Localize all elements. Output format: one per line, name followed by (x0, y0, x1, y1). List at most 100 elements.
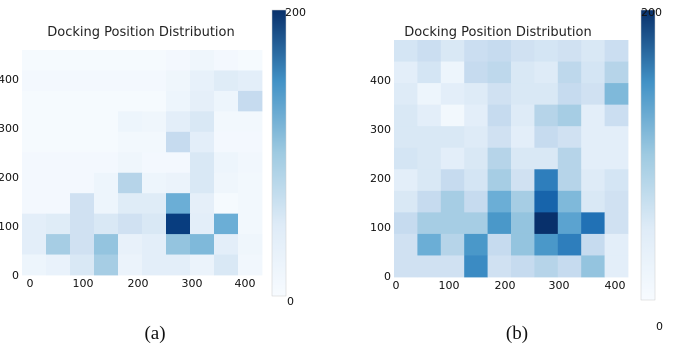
heatmap-cell (464, 40, 488, 62)
heatmap-cell (166, 152, 191, 174)
heatmap-cell (94, 234, 119, 255)
heatmap-cell (534, 83, 559, 106)
heatmap-cell (70, 193, 95, 215)
heatmap-cell (534, 233, 559, 256)
heatmap-cells-b (394, 40, 629, 278)
heatmap-cell (604, 233, 629, 256)
heatmap-cell (417, 212, 442, 235)
heatmap-cell (511, 61, 535, 84)
heatmap-cell (118, 234, 143, 255)
heatmap-cell (464, 212, 488, 235)
chart-title-a: Docking Position Distribution (47, 25, 234, 40)
heatmap-cell (440, 126, 465, 149)
heatmap-cell (70, 111, 95, 133)
heatmap-cell (118, 254, 143, 276)
heatmap-cell (511, 190, 535, 213)
heatmap-cell (190, 70, 215, 92)
heatmap-cell (534, 190, 559, 213)
heatmap-cell (238, 50, 263, 71)
heatmap-a: Docking Position Distribution 0 100 200 300… (0, 6, 306, 308)
heatmap-cell (581, 212, 605, 235)
heatmap-cell (70, 50, 95, 71)
heatmap-cell (440, 212, 465, 235)
heatmap-cells-a (22, 50, 263, 276)
heatmap-cell (22, 50, 47, 71)
heatmap-cell (238, 90, 263, 112)
heatmap-cell (557, 169, 582, 192)
heatmap-cell (511, 147, 535, 170)
y-tick-label: 200 (370, 172, 391, 185)
heatmap-cell (118, 213, 143, 235)
heatmap-cell (190, 172, 215, 194)
heatmap-cell (604, 40, 629, 62)
heatmap-cell (70, 172, 95, 194)
heatmap-cell (487, 104, 512, 127)
heatmap-cell (46, 70, 71, 92)
heatmap-cell (417, 169, 442, 192)
heatmap-cell (534, 40, 559, 62)
heatmap-cell (214, 213, 239, 235)
heatmap-cell (166, 254, 191, 276)
heatmap-cell (238, 234, 263, 255)
heatmap-cell (118, 111, 143, 133)
heatmap-cell (487, 169, 512, 192)
heatmap-cell (440, 255, 465, 278)
heatmap-cell (440, 169, 465, 192)
heatmap-cell (190, 193, 215, 215)
heatmap-cell (440, 40, 465, 62)
y-ticks-a: 0 100 200 300 400 (0, 73, 19, 282)
heatmap-cell (214, 172, 239, 194)
heatmap-cell (440, 190, 465, 213)
heatmap-cell (487, 212, 512, 235)
x-tick-label: 200 (128, 277, 149, 290)
heatmap-cell (534, 104, 559, 127)
heatmap-cell (70, 131, 95, 153)
heatmap-cell (487, 126, 512, 149)
heatmap-cell (118, 131, 143, 153)
heatmap-cell (166, 172, 191, 194)
heatmap-cell (142, 193, 167, 215)
heatmap-cell (464, 104, 488, 127)
caption-a: (a) (144, 323, 166, 344)
heatmap-cell (142, 111, 167, 133)
heatmap-cell (464, 126, 488, 149)
heatmap-cell (511, 40, 535, 62)
heatmap-cell (118, 172, 143, 194)
heatmap-cell (511, 233, 535, 256)
heatmap-cell (417, 61, 442, 84)
heatmap-cell (118, 70, 143, 92)
heatmap-cell (440, 61, 465, 84)
heatmap-cell (487, 233, 512, 256)
colorbar-max-label-b: 200 (641, 6, 662, 19)
heatmap-cell (581, 126, 605, 149)
heatmap-cell (118, 152, 143, 174)
heatmap-cell (22, 70, 47, 92)
heatmap-cell (394, 169, 418, 192)
heatmap-cell (142, 131, 167, 153)
heatmap-cell (142, 254, 167, 276)
chart-title-b: Docking Position Distribution (404, 25, 591, 40)
heatmap-cell (22, 131, 47, 153)
heatmap-cell (487, 61, 512, 84)
heatmap-cell (394, 104, 418, 127)
heatmap-cell (464, 233, 488, 256)
heatmap-cell (70, 90, 95, 112)
heatmap-cell (190, 213, 215, 235)
heatmap-cell (238, 193, 263, 215)
heatmap-cell (238, 254, 263, 276)
heatmap-cell (511, 83, 535, 106)
heatmap-cell (581, 255, 605, 278)
heatmap-cell (394, 212, 418, 235)
heatmap-cell (70, 213, 95, 235)
heatmap-cell (22, 213, 47, 235)
heatmap-cell (581, 83, 605, 106)
heatmap-cell (557, 190, 582, 213)
y-tick-label: 100 (0, 220, 19, 233)
heatmap-cell (440, 147, 465, 170)
heatmap-cell (214, 50, 239, 71)
heatmap-cell (511, 126, 535, 149)
heatmap-cell (190, 90, 215, 112)
heatmap-cell (46, 131, 71, 153)
y-ticks-b: 0 100 200 300 400 (370, 74, 391, 283)
heatmap-cell (581, 61, 605, 84)
